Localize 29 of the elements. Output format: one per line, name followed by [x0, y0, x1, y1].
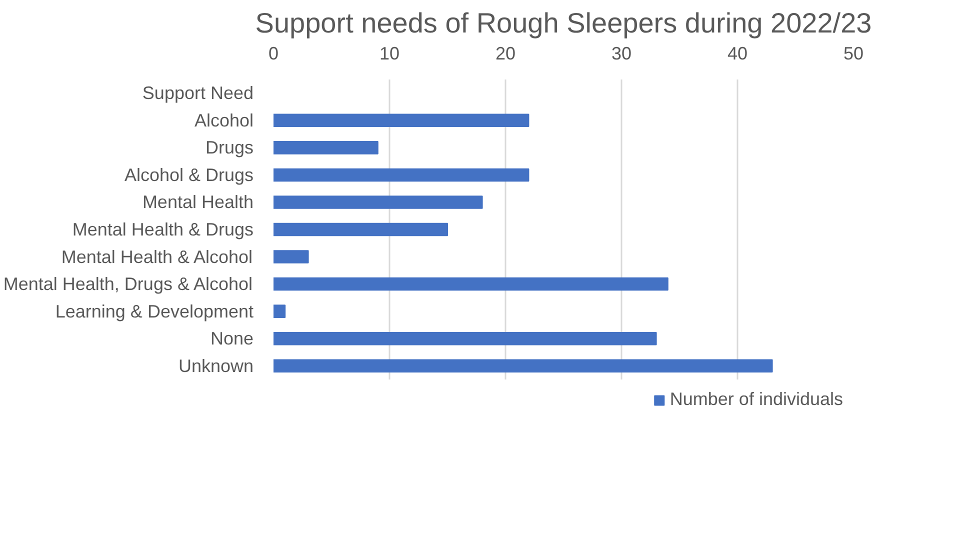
bar [274, 277, 668, 291]
y-tick-label: Alcohol & Drugs [124, 164, 254, 185]
x-tick-label: 50 [843, 44, 864, 64]
bar [274, 141, 378, 154]
chart-title: Support needs of Rough Sleepers during 2022/23 [255, 8, 872, 38]
x-tick-label: 10 [379, 44, 400, 64]
bar [274, 196, 483, 209]
x-tick-label: 40 [727, 44, 748, 64]
y-tick-label: Support Need [142, 83, 254, 104]
y-tick-label: None [210, 328, 254, 349]
legend-label: Number of individuals [670, 389, 843, 410]
x-tick-label: 30 [611, 44, 632, 64]
y-tick-label: Alcohol [194, 110, 254, 130]
y-tick-label: Learning & Development [55, 301, 254, 322]
bar [274, 222, 448, 236]
y-tick-label: Mental Health [142, 192, 254, 212]
bar [274, 250, 309, 264]
x-tick-label: 0 [268, 44, 279, 64]
bar [274, 332, 657, 346]
y-tick-label: Mental Health & Drugs [72, 220, 254, 240]
y-tick-label: Unknown [178, 356, 254, 376]
y-tick-label: Mental Health & Alcohol [61, 246, 253, 267]
y-tick-label: Mental Health, Drugs & Alcohol [3, 274, 253, 294]
bar [274, 114, 530, 128]
bar [274, 359, 773, 372]
bar [274, 304, 286, 318]
y-tick-label: Drugs [205, 138, 254, 158]
bar [274, 168, 530, 182]
x-tick-label: 20 [495, 44, 516, 64]
